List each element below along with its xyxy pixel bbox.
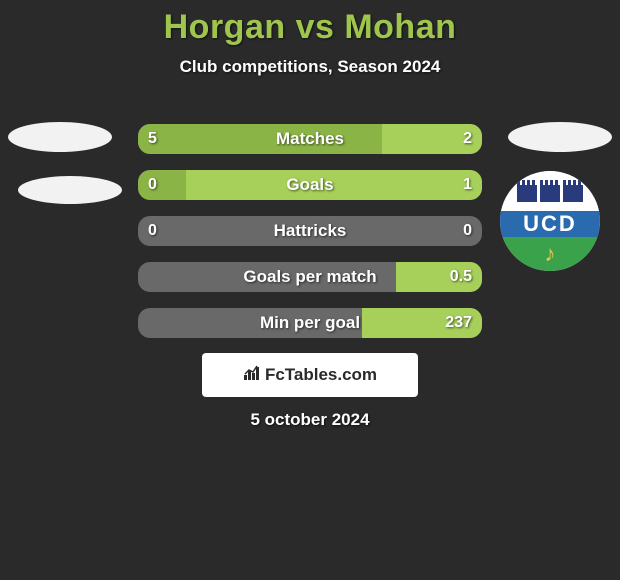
brand-text: FcTables.com bbox=[265, 365, 377, 385]
stat-value-right: 0 bbox=[463, 222, 472, 240]
bar-fill-right bbox=[382, 124, 482, 154]
bar-fill-left bbox=[138, 124, 382, 154]
bar-fill-right bbox=[362, 308, 482, 338]
stat-row: Matches52 bbox=[138, 124, 482, 154]
badge-harp-area: ♪ bbox=[500, 237, 600, 271]
stat-bars: Matches52 Goals01 Hattricks0 0 Goals per mat… bbox=[138, 124, 482, 354]
player1-logo-placeholder-2 bbox=[18, 176, 122, 204]
date-text: 5 october 2024 bbox=[0, 410, 620, 430]
brand-box[interactable]: FcTables.com bbox=[202, 353, 418, 397]
bar-fill-right bbox=[396, 262, 482, 292]
bar-fill-left bbox=[138, 170, 186, 200]
subtitle: Club competitions, Season 2024 bbox=[0, 57, 620, 77]
comparison-card: Horgan vs Mohan Club competitions, Seaso… bbox=[0, 0, 620, 580]
chart-icon bbox=[243, 365, 261, 385]
stat-row: Goals01 bbox=[138, 170, 482, 200]
badge-text-ucd: UCD bbox=[500, 211, 600, 237]
castle-icon bbox=[563, 180, 583, 202]
stat-label: Hattricks bbox=[138, 221, 482, 241]
player1-logo-placeholder-1 bbox=[8, 122, 112, 152]
stat-row: Min per goal237 bbox=[138, 308, 482, 338]
stat-value-left: 0 bbox=[148, 222, 157, 240]
player2-logo-placeholder bbox=[508, 122, 612, 152]
castle-icon bbox=[540, 180, 560, 202]
badge-castles bbox=[500, 171, 600, 211]
page-title: Horgan vs Mohan bbox=[0, 0, 620, 47]
club-badge-ucd: UCD ♪ bbox=[500, 171, 600, 271]
bar-fill-right bbox=[186, 170, 482, 200]
stat-row: Hattricks0 0 bbox=[138, 216, 482, 246]
stat-row: Goals per match0.5 bbox=[138, 262, 482, 292]
castle-icon bbox=[517, 180, 537, 202]
harp-icon: ♪ bbox=[545, 241, 556, 267]
